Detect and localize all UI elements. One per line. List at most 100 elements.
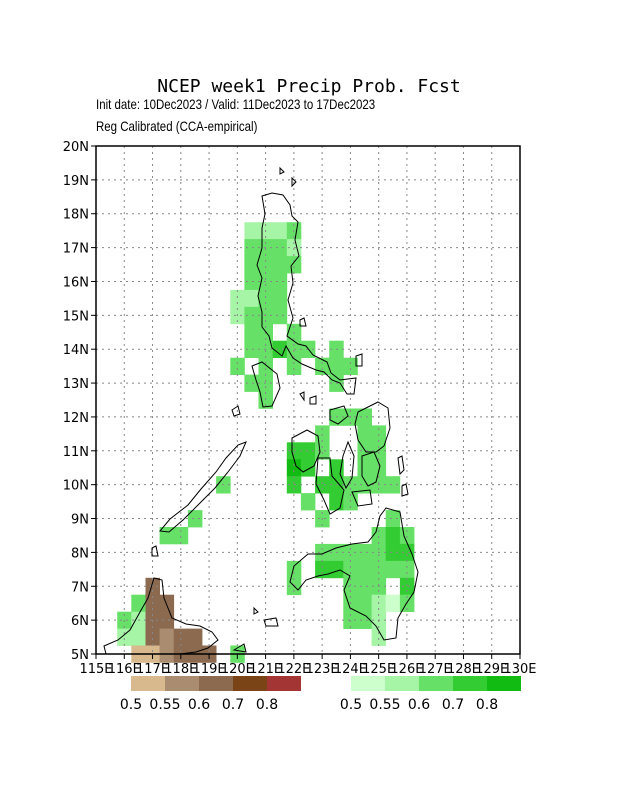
x-tick-label: 122E xyxy=(277,662,310,677)
luzon-outline xyxy=(256,192,357,395)
batanes-outline xyxy=(279,166,297,188)
y-tick-label: 17N xyxy=(63,242,89,257)
probability-cell xyxy=(187,510,203,528)
lat-lon-grid xyxy=(96,146,520,654)
probability-cell xyxy=(315,560,330,579)
x-tick-label: 120E xyxy=(221,662,254,677)
y-tick-label: 19N xyxy=(63,174,89,189)
x-tick-label: 126E xyxy=(390,662,423,677)
probability-cell xyxy=(159,594,175,612)
legend-label: 0.8 xyxy=(476,697,498,713)
probability-cell xyxy=(357,560,372,579)
y-tick-label: 6N xyxy=(71,614,89,629)
probability-cell xyxy=(357,476,372,494)
probability-cell xyxy=(187,628,203,646)
probability-cell xyxy=(300,493,316,511)
legend-swatch xyxy=(385,676,419,691)
x-tick-label: 123E xyxy=(306,662,339,677)
probability-cell xyxy=(272,306,288,325)
legend-label: 0.7 xyxy=(442,697,464,713)
probability-cell xyxy=(385,594,401,612)
panay-outline xyxy=(291,429,321,473)
y-tick-label: 14N xyxy=(63,343,89,358)
probability-cell xyxy=(173,628,189,646)
legend-swatch xyxy=(165,676,199,691)
y-tick-label: 16N xyxy=(63,275,89,290)
probability-cell xyxy=(329,560,344,579)
probability-cell xyxy=(230,289,245,308)
x-tick-label: 128E xyxy=(447,662,480,677)
y-tick-label: 9N xyxy=(71,513,89,528)
probability-cell xyxy=(385,476,401,494)
legend-label: 0.7 xyxy=(222,697,244,713)
x-tick-label: 119E xyxy=(193,662,226,677)
x-tick-label: 118E xyxy=(164,662,197,677)
catanduanes-outline xyxy=(299,317,363,367)
y-tick-label: 10N xyxy=(63,479,89,494)
probability-cell xyxy=(385,510,401,528)
probability-cell xyxy=(272,289,288,308)
y-tick-label: 15N xyxy=(63,309,89,324)
probability-cell xyxy=(399,543,415,562)
probability-cell xyxy=(286,459,302,477)
legend-label: 0.55 xyxy=(369,697,400,713)
probability-cell xyxy=(244,289,259,308)
probability-cell xyxy=(244,273,259,291)
probability-cell xyxy=(145,577,160,596)
probability-cell xyxy=(300,459,316,477)
x-tick-label: 130E xyxy=(503,662,536,677)
probability-cell xyxy=(286,256,302,274)
probability-cell xyxy=(258,289,273,308)
probability-cell xyxy=(159,628,175,646)
x-tick-label: 116E xyxy=(108,662,141,677)
legend-label: 0.6 xyxy=(408,697,430,713)
probability-cell xyxy=(272,239,288,257)
siargao-outline xyxy=(397,455,409,497)
probability-cell xyxy=(357,459,372,477)
probability-cell xyxy=(230,357,245,375)
probability-cell xyxy=(357,425,372,443)
chart-title: NCEP week1 Precip Prob. Fcst xyxy=(157,76,461,97)
x-tick-label: 121E xyxy=(249,662,282,677)
probability-cell xyxy=(399,577,415,596)
x-tick-label: 115E xyxy=(79,662,112,677)
legend-swatch xyxy=(351,676,385,691)
palawan-outline xyxy=(159,441,247,533)
x-tick-label: 124E xyxy=(334,662,367,677)
legend-swatch xyxy=(267,676,301,691)
probability-cell xyxy=(272,273,288,291)
negros-outline xyxy=(315,457,345,515)
mindanao-outline xyxy=(289,507,419,641)
probability-cell xyxy=(173,527,189,545)
probability-cell xyxy=(117,628,132,646)
probability-cell xyxy=(343,476,358,494)
y-tick-label: 5N xyxy=(71,648,89,663)
y-tick-label: 11N xyxy=(63,445,89,460)
y-tick-label: 20N xyxy=(63,140,89,155)
cebu-outline xyxy=(339,440,355,490)
coastline xyxy=(103,166,419,655)
mindoro-outline xyxy=(251,361,281,408)
probability-cell xyxy=(343,357,358,375)
probability-cell xyxy=(244,256,259,274)
probability-cell xyxy=(145,628,160,646)
probability-cells xyxy=(117,222,415,663)
legend-swatch xyxy=(233,676,267,691)
y-tick-label: 8N xyxy=(71,546,89,561)
probability-cell xyxy=(244,323,259,342)
bohol-outline xyxy=(351,489,373,507)
probability-cell xyxy=(131,628,146,646)
x-tick-label: 117E xyxy=(136,662,169,677)
probability-cell xyxy=(258,357,273,375)
samar-outline xyxy=(354,401,391,453)
probability-cell xyxy=(371,527,387,545)
probability-cell xyxy=(357,543,372,562)
probability-cell xyxy=(272,340,288,358)
leyte-outline xyxy=(361,451,381,487)
x-tick-label: 127E xyxy=(419,662,452,677)
probability-cell xyxy=(272,222,288,240)
probability-cell xyxy=(131,594,146,612)
probability-cell xyxy=(399,560,415,579)
y-tick-label: 7N xyxy=(71,580,89,595)
